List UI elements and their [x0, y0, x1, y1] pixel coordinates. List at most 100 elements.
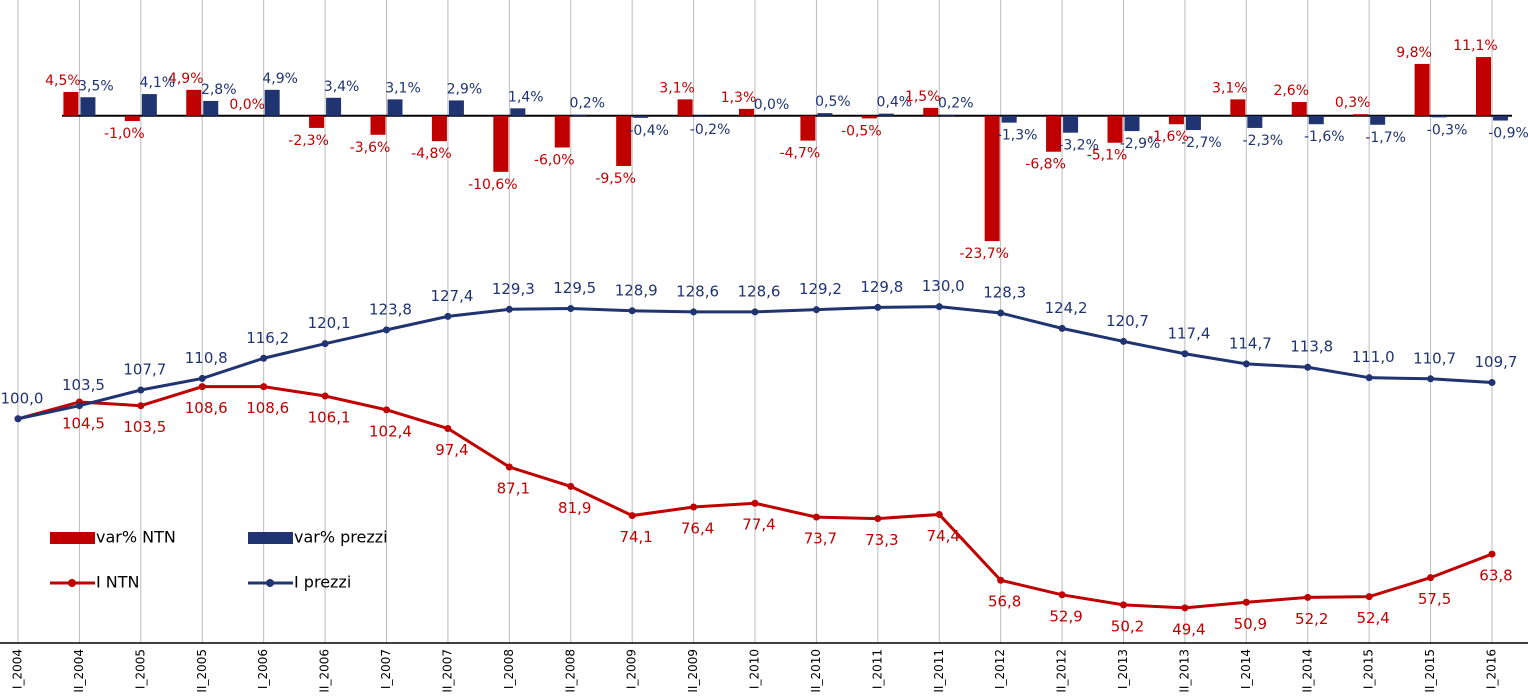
- point: [997, 309, 1005, 317]
- line-value-label: 56,8: [988, 593, 1021, 611]
- bar-value-label: 2,8%: [201, 82, 237, 98]
- line-value-label: 113,8: [1290, 338, 1333, 356]
- point: [751, 499, 759, 507]
- line-value-label: 104,5: [62, 414, 105, 432]
- bar-value-label: 1,4%: [508, 89, 544, 105]
- line-value-label: 120,7: [1106, 312, 1149, 330]
- x-tick-label: II_2015: [1423, 649, 1437, 693]
- bar: [878, 113, 894, 116]
- x-tick-label: II_2006: [318, 649, 332, 693]
- point: [628, 512, 636, 520]
- bar: [141, 94, 157, 116]
- bar-value-label: 3,1%: [659, 80, 695, 96]
- bar-value-label: 4,5%: [45, 73, 81, 89]
- bar-value-label: -4,8%: [411, 146, 452, 162]
- line-value-label: 102,4: [369, 422, 412, 440]
- legend-swatch: [266, 579, 274, 587]
- point: [198, 374, 206, 382]
- bar: [1414, 63, 1430, 116]
- bar: [448, 100, 464, 116]
- bar-value-label: -2,3%: [1243, 133, 1284, 149]
- line-value-label: 74,1: [619, 528, 652, 546]
- line-value-label: 117,4: [1167, 324, 1210, 342]
- bar-value-label: 0,4%: [877, 95, 913, 111]
- legend-swatch: [50, 532, 95, 544]
- bar-value-label: -4,7%: [780, 146, 821, 162]
- x-tick-label: II_2014: [1300, 649, 1314, 693]
- point: [997, 576, 1005, 584]
- line-value-label: 74,4: [927, 527, 960, 545]
- bar-value-label: 0,2%: [569, 96, 605, 112]
- line-value-label: 129,2: [799, 280, 842, 298]
- line-value-label: 97,4: [435, 441, 468, 459]
- bar-value-label: 3,1%: [385, 80, 421, 96]
- bar: [1431, 115, 1447, 118]
- bar-value-label: -3,2%: [1058, 138, 1099, 154]
- x-tick-label: I_2005: [133, 649, 147, 689]
- point: [198, 383, 206, 391]
- point: [260, 354, 268, 362]
- line-value-label: 111,0: [1352, 348, 1395, 366]
- bar-value-label: 1,3%: [721, 90, 757, 106]
- point: [1242, 598, 1250, 606]
- line-value-label: 52,2: [1295, 610, 1328, 628]
- bar: [739, 108, 754, 116]
- line-value-label: 107,7: [123, 361, 166, 379]
- bar-value-label: 1,5%: [905, 89, 941, 105]
- point: [14, 415, 22, 423]
- point: [1120, 337, 1127, 345]
- x-tick-label: II_2011: [932, 649, 946, 693]
- bar: [861, 115, 877, 119]
- point: [1304, 593, 1312, 601]
- point: [321, 340, 329, 348]
- line-value-label: 52,4: [1356, 609, 1389, 627]
- x-tick-label: I_2016: [1485, 649, 1499, 689]
- line-value-label: 81,9: [558, 499, 591, 517]
- bar: [800, 115, 816, 141]
- bar: [1124, 115, 1140, 132]
- line-value-label: 124,2: [1045, 299, 1088, 317]
- point: [1365, 374, 1373, 382]
- x-tick-label: II_2009: [686, 649, 700, 693]
- bar-value-label: 11,1%: [1453, 38, 1497, 54]
- bar: [264, 89, 280, 116]
- line-value-label: 52,9: [1049, 607, 1082, 625]
- bar-value-label: -1,6%: [1148, 129, 1189, 145]
- bar-value-label: -2,3%: [288, 133, 329, 149]
- bar-value-label: -0,3%: [1427, 122, 1468, 138]
- bar-value-label: -2,7%: [1181, 135, 1222, 151]
- bar-value-label: -0,5%: [841, 123, 882, 139]
- point: [260, 383, 268, 391]
- line-value-label: 128,6: [738, 282, 781, 300]
- x-tick-label: I_2007: [379, 649, 393, 689]
- point: [1488, 379, 1496, 387]
- point: [1488, 550, 1496, 558]
- bar: [387, 99, 403, 116]
- point: [1304, 363, 1312, 371]
- line-value-label: 73,7: [804, 530, 837, 548]
- bar: [1493, 115, 1508, 121]
- legend-swatch: [248, 532, 293, 544]
- bar-value-label: -6,8%: [1025, 157, 1066, 173]
- bar: [817, 113, 833, 116]
- line-value-label: 87,1: [497, 479, 530, 497]
- point: [812, 306, 820, 314]
- line-value-label: 73,3: [865, 531, 898, 549]
- bar-value-label: -6,0%: [534, 153, 575, 169]
- legend-swatch: [68, 579, 76, 587]
- bar: [1107, 115, 1123, 143]
- bar-value-label: 2,6%: [1273, 83, 1309, 99]
- bar-value-label: -1,7%: [1365, 130, 1406, 146]
- x-tick-label: II_2013: [1177, 649, 1191, 693]
- bar: [554, 115, 570, 148]
- x-tick-label: I_2013: [1116, 649, 1130, 689]
- legend-label: var% prezzi: [294, 528, 388, 547]
- line-value-label: 128,9: [615, 281, 658, 299]
- line-value-label: 110,8: [185, 349, 228, 367]
- point: [935, 303, 943, 311]
- bar: [186, 89, 202, 116]
- point: [1181, 604, 1189, 612]
- line-value-label: 103,5: [62, 376, 105, 394]
- bar: [326, 97, 342, 116]
- point: [1181, 350, 1189, 358]
